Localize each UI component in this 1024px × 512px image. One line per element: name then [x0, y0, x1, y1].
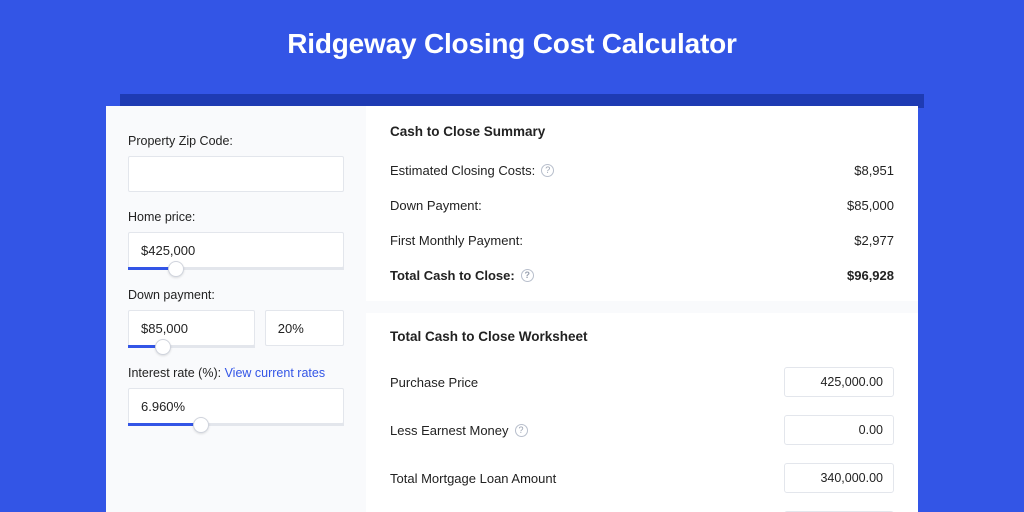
interest-label-text: Interest rate (%):	[128, 366, 225, 380]
summary-row-value: $96,928	[847, 268, 894, 283]
summary-heading: Cash to Close Summary	[390, 124, 894, 139]
down-payment-value: $85,000	[141, 321, 188, 336]
page-title: Ridgeway Closing Cost Calculator	[0, 0, 1024, 84]
worksheet-row-label: Total Mortgage Loan Amount	[390, 471, 556, 486]
worksheet-rows: Purchase Price 425,000.00 Less Earnest Mon…	[390, 358, 894, 512]
summary-row-label: First Monthly Payment:	[390, 233, 523, 248]
help-icon[interactable]: ?	[541, 164, 554, 177]
worksheet-value-text: 340,000.00	[820, 471, 883, 485]
summary-row-label-text: Down Payment:	[390, 198, 482, 213]
worksheet-value-input[interactable]: 0.00	[784, 415, 894, 445]
interest-value: 6.960%	[141, 399, 185, 414]
down-payment-input[interactable]: $85,000	[128, 310, 255, 346]
down-payment-field: Down payment: $85,000 20%	[128, 288, 344, 348]
worksheet-row-label: Less Earnest Money?	[390, 423, 528, 438]
summary-row-value: $2,977	[854, 233, 894, 248]
help-icon[interactable]: ?	[515, 424, 528, 437]
worksheet-row: Less Earnest Money? 0.00	[390, 406, 894, 454]
summary-row: Total Cash to Close:? $96,928	[390, 258, 894, 293]
zip-field: Property Zip Code:	[128, 134, 344, 192]
view-rates-link[interactable]: View current rates	[225, 366, 326, 380]
interest-slider[interactable]	[128, 423, 344, 426]
home-price-slider[interactable]	[128, 267, 344, 270]
worksheet-value-input[interactable]: 340,000.00	[784, 463, 894, 493]
zip-input[interactable]	[128, 156, 344, 192]
summary-rows: Estimated Closing Costs:? $8,951 Down Paym…	[390, 153, 894, 293]
down-payment-slider[interactable]	[128, 345, 255, 348]
worksheet-row-label-text: Total Mortgage Loan Amount	[390, 471, 556, 486]
calculator-panel: Property Zip Code: Home price: $425,000 …	[106, 106, 918, 512]
worksheet-section: Total Cash to Close Worksheet Purchase P…	[390, 313, 894, 512]
inputs-column: Property Zip Code: Home price: $425,000 …	[106, 106, 366, 512]
home-price-field: Home price: $425,000	[128, 210, 344, 270]
home-price-input[interactable]: $425,000	[128, 232, 344, 268]
worksheet-row: Total Mortgage Loan Amount 340,000.00	[390, 454, 894, 502]
summary-row-value: $85,000	[847, 198, 894, 213]
home-price-value: $425,000	[141, 243, 195, 258]
interest-input[interactable]: 6.960%	[128, 388, 344, 424]
down-payment-pct-value: 20%	[278, 321, 304, 336]
down-payment-pct-input[interactable]: 20%	[265, 310, 344, 346]
worksheet-row: Purchase Price 425,000.00	[390, 358, 894, 406]
worksheet-row: Total Second Mortgage Amount?0.00	[390, 502, 894, 512]
worksheet-row-label-text: Less Earnest Money	[390, 423, 509, 438]
summary-row: Estimated Closing Costs:? $8,951	[390, 153, 894, 188]
summary-row-label: Total Cash to Close:?	[390, 268, 534, 283]
worksheet-row-label-text: Purchase Price	[390, 375, 478, 390]
worksheet-value-text: 0.00	[859, 423, 883, 437]
zip-label: Property Zip Code:	[128, 134, 344, 148]
summary-row: Down Payment: $85,000	[390, 188, 894, 223]
worksheet-row-label: Purchase Price	[390, 375, 478, 390]
interest-slider-thumb[interactable]	[193, 417, 209, 433]
worksheet-heading: Total Cash to Close Worksheet	[390, 329, 894, 344]
summary-row-value: $8,951	[854, 163, 894, 178]
down-payment-label: Down payment:	[128, 288, 344, 302]
home-price-slider-thumb[interactable]	[168, 261, 184, 277]
interest-field: Interest rate (%): View current rates 6.…	[128, 366, 344, 426]
interest-label: Interest rate (%): View current rates	[128, 366, 344, 380]
worksheet-value-input[interactable]: 425,000.00	[784, 367, 894, 397]
section-divider	[366, 301, 918, 313]
summary-row-label: Estimated Closing Costs:?	[390, 163, 554, 178]
interest-slider-fill	[128, 423, 201, 426]
help-icon[interactable]: ?	[521, 269, 534, 282]
worksheet-value-text: 425,000.00	[820, 375, 883, 389]
summary-row: First Monthly Payment: $2,977	[390, 223, 894, 258]
summary-row-label-text: Total Cash to Close:	[390, 268, 515, 283]
summary-row-label-text: First Monthly Payment:	[390, 233, 523, 248]
summary-column: Cash to Close Summary Estimated Closing …	[366, 106, 918, 512]
home-price-label: Home price:	[128, 210, 344, 224]
down-payment-slider-thumb[interactable]	[155, 339, 171, 355]
summary-row-label-text: Estimated Closing Costs:	[390, 163, 535, 178]
summary-row-label: Down Payment:	[390, 198, 482, 213]
